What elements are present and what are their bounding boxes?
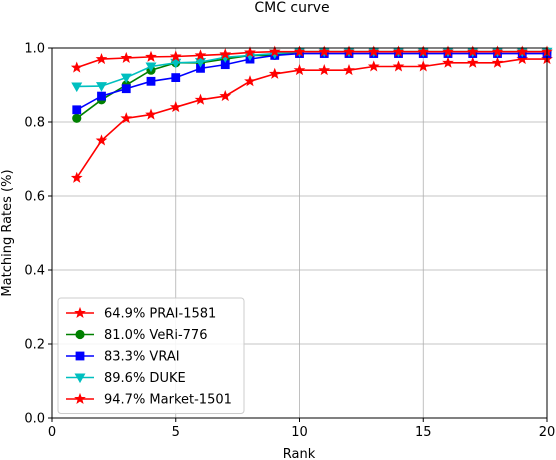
data-point <box>194 93 207 105</box>
data-point <box>145 62 157 73</box>
y-tick-label: 0.8 <box>24 116 45 131</box>
data-point <box>120 112 133 124</box>
y-tick-label: 1.0 <box>24 42 45 57</box>
data-point <box>169 101 182 113</box>
y-tick-label: 0.2 <box>24 338 45 353</box>
data-point <box>171 73 181 82</box>
y-tick-label: 0.6 <box>24 190 45 205</box>
series-4 <box>70 45 553 73</box>
data-point <box>318 45 331 57</box>
data-point <box>244 46 256 58</box>
legend-label: 64.9% PRAI-1581 <box>104 307 216 322</box>
data-point <box>244 75 256 87</box>
data-point <box>97 91 106 101</box>
legend-label: 81.0% VeRi-776 <box>104 328 207 343</box>
x-tick-label: 0 <box>48 425 56 440</box>
data-point <box>392 45 405 57</box>
data-point <box>392 60 405 72</box>
data-point <box>466 56 479 68</box>
legend-marker <box>74 392 86 404</box>
legend-marker <box>74 306 86 318</box>
legend-marker <box>75 329 85 340</box>
data-point <box>293 45 306 57</box>
data-point <box>121 84 131 94</box>
data-point <box>417 45 430 57</box>
data-point <box>145 50 157 62</box>
data-point <box>318 64 331 76</box>
x-tick-label: 5 <box>172 425 180 440</box>
data-point <box>343 45 355 57</box>
legend-label: 94.7% Market-1501 <box>104 393 232 408</box>
series-1 <box>72 47 552 123</box>
data-point <box>268 67 281 79</box>
legend-entry: 64.9% PRAI-1581 <box>66 307 216 322</box>
legend-entry: 83.3% VRAI <box>66 350 180 365</box>
data-point <box>491 56 504 68</box>
data-point <box>219 48 232 60</box>
chart-title: CMC curve <box>254 0 329 16</box>
x-axis-label: Rank <box>283 447 316 460</box>
data-point <box>169 50 182 62</box>
data-point <box>70 171 83 183</box>
data-point <box>194 49 207 61</box>
data-point <box>442 56 454 68</box>
data-point <box>71 82 83 93</box>
legend-label: 83.3% VRAI <box>104 350 180 365</box>
y-tick-label: 0.0 <box>24 412 45 427</box>
legend-marker <box>74 373 86 384</box>
data-point <box>417 60 430 72</box>
data-point <box>219 89 232 102</box>
data-point <box>442 45 454 57</box>
legend-box <box>57 297 245 414</box>
series-0 <box>70 52 553 183</box>
data-point <box>343 64 355 76</box>
y-tick-label: 0.4 <box>24 264 45 279</box>
data-point <box>293 64 306 76</box>
data-point <box>195 58 206 68</box>
y-axis-label: Matching Rates (%) <box>0 169 15 296</box>
data-point <box>120 51 133 63</box>
legend-entry: 94.7% Market-1501 <box>66 393 232 408</box>
data-point <box>70 61 83 73</box>
x-tick-label: 10 <box>291 425 308 440</box>
data-point <box>146 76 156 86</box>
data-point <box>491 45 504 57</box>
data-point <box>120 73 132 84</box>
y-axis-ticks: 0.0 0.2 0.4 0.6 0.8 1.0 <box>24 42 52 427</box>
data-point <box>72 105 82 115</box>
legend-entry: 81.0% VeRi-776 <box>66 328 207 343</box>
series-line <box>76 50 547 69</box>
data-point <box>367 45 380 57</box>
plot-frame <box>51 47 548 419</box>
data-point <box>95 52 108 65</box>
data-point <box>170 58 182 69</box>
data-point <box>367 60 380 72</box>
data-point <box>466 45 479 57</box>
data-point <box>516 45 529 57</box>
data-point <box>95 134 108 146</box>
x-axis-ticks: 0 5 10 15 20 <box>48 418 555 440</box>
legend-marker <box>75 351 85 361</box>
x-tick-label: 20 <box>539 425 556 440</box>
legend-entry: 89.6% DUKE <box>66 371 186 386</box>
legend: 64.9% PRAI-1581 81.0% VeRi-776 83.3% VRAI 8… <box>57 297 245 414</box>
series-2 <box>72 49 552 115</box>
series-layer <box>70 45 553 183</box>
legend-label: 89.6% DUKE <box>104 371 186 386</box>
data-point <box>268 45 281 57</box>
data-point <box>96 82 107 92</box>
data-point <box>72 113 82 123</box>
x-tick-label: 15 <box>415 425 432 440</box>
data-point <box>145 108 157 120</box>
